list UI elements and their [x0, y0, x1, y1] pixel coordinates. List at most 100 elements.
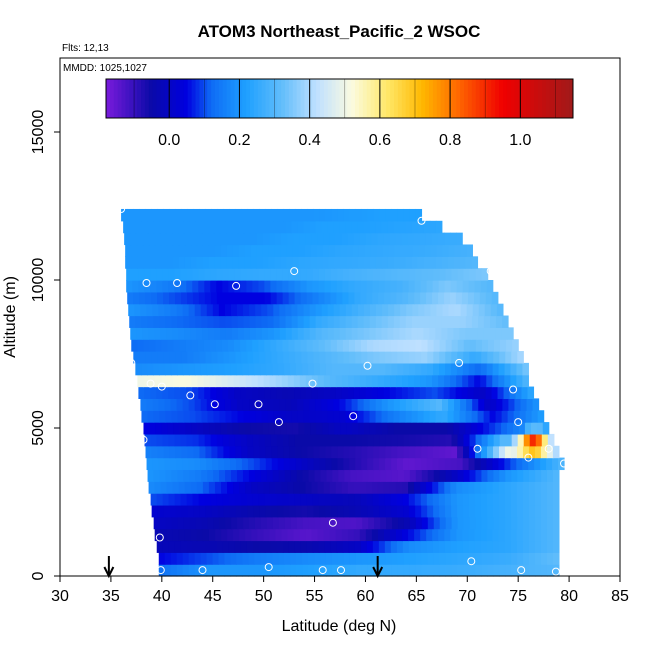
heatmap-cell: [235, 351, 242, 364]
heatmap-cell: [546, 504, 554, 518]
heatmap-cell: [397, 457, 404, 471]
heatmap-cell: [359, 386, 367, 399]
heatmap-cell: [419, 232, 427, 246]
heatmap-cell: [493, 433, 501, 447]
heatmap-cell: [371, 374, 379, 388]
heatmap-cell: [365, 481, 373, 494]
colorbar-tick-label: 0.6: [369, 132, 391, 149]
heatmap-cell: [424, 244, 432, 257]
heatmap-cell: [190, 232, 198, 246]
heatmap-cell: [292, 244, 300, 257]
heatmap-cell: [296, 564, 303, 577]
heatmap-cell: [390, 374, 397, 388]
colorbar-segment: [179, 79, 185, 118]
heatmap-cell: [195, 410, 203, 423]
heatmap-cell: [245, 481, 252, 494]
heatmap-cell: [432, 481, 439, 494]
heatmap-cell: [160, 481, 168, 494]
heatmap-cell: [184, 232, 192, 246]
heatmap-cell: [303, 327, 311, 340]
colorbar-segment: [242, 79, 247, 118]
heatmap-cell: [192, 386, 199, 399]
heatmap-cell: [474, 540, 482, 553]
heatmap-cell: [516, 504, 524, 518]
heatmap-cell: [385, 339, 392, 352]
heatmap-cell: [222, 433, 230, 447]
heatmap-cell: [429, 398, 437, 411]
heatmap-cell: [314, 564, 321, 577]
heatmap-cell: [528, 493, 536, 506]
heatmap-cell: [216, 280, 223, 293]
observation-point: [544, 444, 553, 453]
heatmap-cell: [526, 398, 534, 411]
heatmap-cell: [408, 374, 415, 388]
heatmap-cell: [160, 327, 167, 340]
heatmap-cell: [258, 339, 265, 352]
heatmap-cell: [529, 433, 537, 447]
heatmap-cell: [523, 469, 530, 482]
heatmap-cell: [216, 540, 224, 553]
colorbar-tick-label: 0.8: [439, 132, 461, 149]
heatmap-cell: [333, 315, 341, 328]
colorbar-segment: [304, 79, 309, 118]
heatmap-cell: [276, 291, 284, 305]
heatmap-cell: [266, 516, 274, 530]
heatmap-cell: [236, 398, 244, 411]
heatmap-cell: [357, 303, 365, 317]
heatmap-cell: [504, 528, 512, 542]
heatmap-cell: [319, 445, 326, 459]
heatmap-cell: [216, 493, 224, 506]
heatmap-cell: [249, 220, 257, 234]
heatmap-cell: [163, 504, 171, 518]
heatmap-cell: [309, 315, 317, 328]
heatmap-cell: [288, 433, 296, 447]
heatmap-cell: [210, 540, 218, 553]
heatmap-cell: [534, 457, 541, 471]
heatmap-cell: [168, 540, 176, 553]
heatmap-cell: [411, 220, 419, 234]
heatmap-cell: [203, 374, 211, 388]
heatmap-cell: [251, 481, 258, 494]
heatmap-cell: [167, 374, 175, 388]
heatmap-cell: [166, 481, 174, 494]
heatmap-cell: [427, 469, 435, 482]
heatmap-cell: [248, 564, 255, 577]
heatmap-cell: [206, 398, 214, 411]
heatmap-cell: [253, 351, 260, 364]
heatmap-cell: [236, 552, 243, 565]
heatmap-cell: [181, 351, 188, 364]
heatmap-cell: [359, 232, 367, 246]
heatmap-cell: [531, 410, 539, 423]
heatmap-cell: [352, 244, 360, 257]
heatmap-cell: [493, 552, 500, 565]
heatmap-cell: [300, 386, 307, 399]
heatmap-cell: [280, 422, 288, 435]
heatmap-cell: [161, 422, 168, 435]
x-axis: 30 35 40 45 50 55 60 65 70 75 80 85: [51, 576, 629, 605]
heatmap-cell: [204, 540, 212, 553]
heatmap-cell: [220, 481, 228, 494]
heatmap-cell: [257, 528, 264, 542]
heatmap-cell: [343, 208, 350, 222]
heatmap-cell: [348, 291, 355, 305]
heatmap-cell: [484, 398, 491, 411]
heatmap-cell: [194, 398, 202, 411]
heatmap-cell: [447, 410, 455, 423]
heatmap-cell: [198, 493, 206, 506]
heatmap-cell: [133, 351, 140, 364]
heatmap-cell: [216, 291, 224, 305]
heatmap-cell: [307, 208, 314, 222]
heatmap-cell: [135, 220, 142, 234]
colorbar-segment: [506, 79, 512, 118]
heatmap-cell: [305, 481, 313, 494]
heatmap-cell: [250, 256, 258, 269]
heatmap-cell: [427, 339, 435, 352]
heatmap-cell: [332, 516, 340, 530]
heatmap-cell: [435, 315, 443, 328]
heatmap-cell: [438, 540, 446, 553]
heatmap-cell: [166, 528, 174, 542]
heatmap-cell: [369, 327, 377, 340]
heatmap-cell: [414, 493, 422, 506]
heatmap-cell: [351, 303, 359, 317]
heatmap-cell: [344, 516, 351, 530]
